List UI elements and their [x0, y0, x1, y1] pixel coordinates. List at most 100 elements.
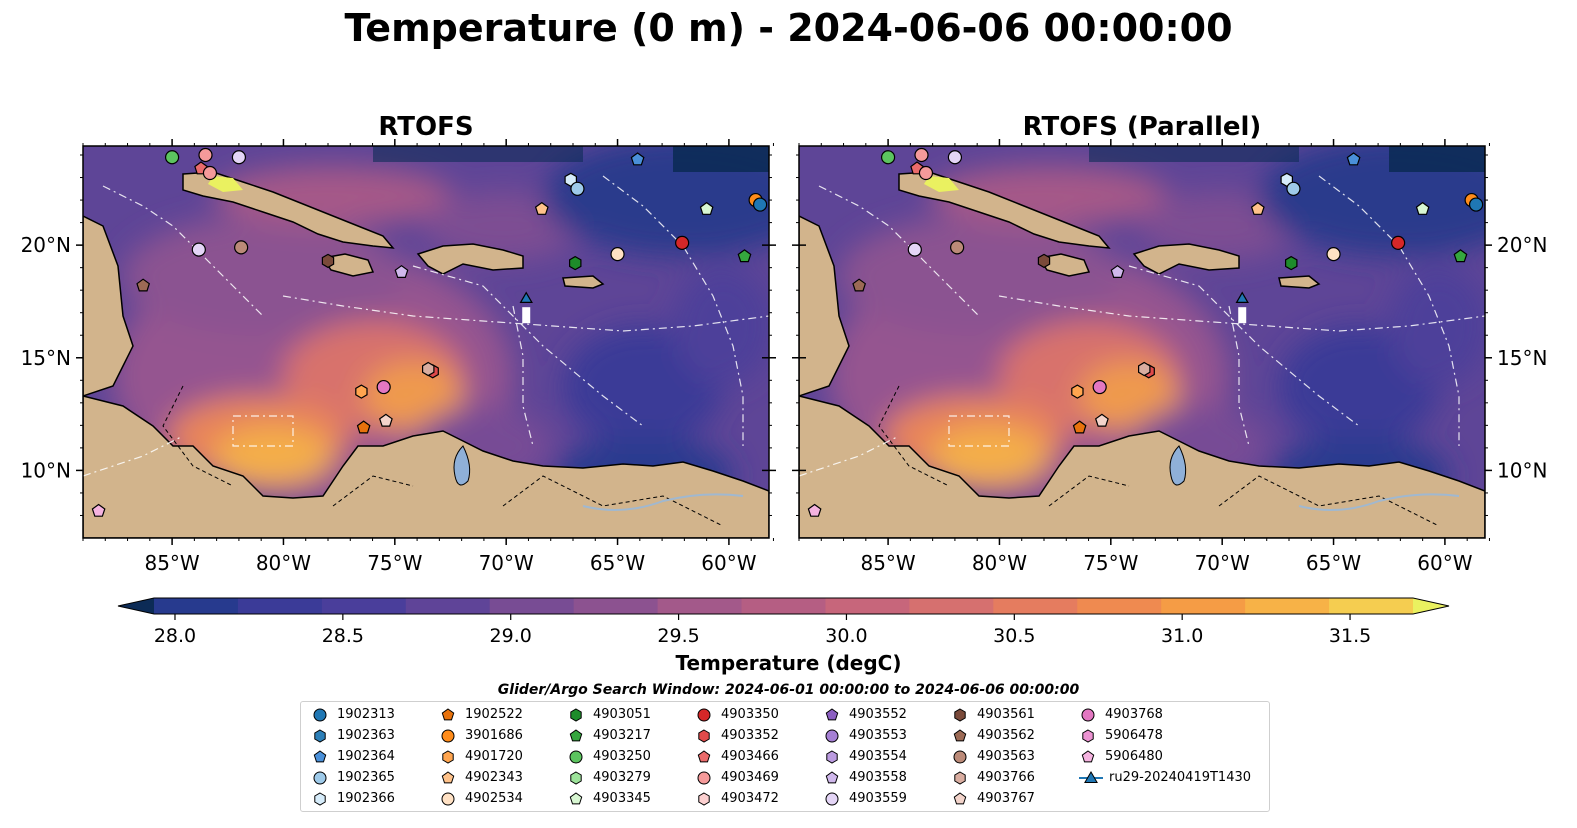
- map-marker-4901720: [1071, 384, 1084, 399]
- map-marker-4902343: [534, 201, 549, 215]
- map-marker-4903563: [234, 240, 249, 255]
- legend-label: 1902313: [337, 707, 395, 722]
- pentagon-marker-icon: [441, 708, 455, 721]
- pentagon-marker-icon: [569, 729, 583, 742]
- map-marker-4903558: [394, 264, 409, 278]
- map-marker-1902365: [1286, 181, 1301, 196]
- x-tick-label: 85°W: [860, 551, 915, 575]
- map-marker-4903562: [852, 278, 867, 292]
- colorbar: 28.0 28.5 29.0 29.5 30.0 30.5 31.0 31.5: [117, 597, 1450, 647]
- map-marker-4902534: [1326, 247, 1341, 262]
- triangle-marker-icon: [1079, 771, 1103, 783]
- colorbar-band: [405, 598, 491, 614]
- pentagon-marker-icon: [697, 750, 711, 763]
- x-tick-label: 80°W: [972, 551, 1027, 575]
- pentagon-marker-icon: [313, 750, 327, 763]
- hexagon-marker-icon: [314, 792, 326, 806]
- legend-label: 4903350: [721, 707, 779, 722]
- map-marker-1902365: [570, 181, 585, 196]
- legend-label: ru29-20240419T1430: [1109, 770, 1252, 785]
- legend-label: 1902366: [337, 791, 395, 806]
- search-window-text: Glider/Argo Search Window: 2024-06-01 00…: [497, 682, 1080, 698]
- map-marker-4903766: [422, 361, 435, 377]
- circle-marker-icon: [1081, 708, 1095, 722]
- map-marker-4903559: [191, 242, 206, 257]
- colorbar-label: Temperature (degC): [675, 651, 902, 675]
- colorbar-band: [909, 598, 994, 614]
- map-marker-4903350: [675, 235, 690, 250]
- legend-label: 4903561: [977, 707, 1035, 722]
- colorbar-band: [1161, 598, 1246, 614]
- x-tick-label: 85°W: [144, 551, 199, 575]
- circle-marker-icon: [313, 771, 327, 785]
- legend-label: 4903217: [593, 728, 651, 743]
- legend-label: 4903554: [849, 749, 907, 764]
- pentagon-marker-icon: [825, 708, 839, 721]
- map-marker-ru29-20240419T1430: [1235, 291, 1249, 303]
- colorbar-tick-label: 30.0: [825, 625, 867, 647]
- pentagon-marker-icon: [441, 771, 455, 784]
- legend-label: 4902534: [465, 791, 523, 806]
- axis-ticks: 85°W 80°W 75°W 70°W 65°W 60°W 85°W 80°W 75°W 70°W…: [21, 139, 1547, 575]
- x-tick-label: 70°W: [479, 551, 534, 575]
- circle-marker-icon: [313, 708, 327, 722]
- legend-label: 4903559: [849, 791, 907, 806]
- hexagon-marker-icon: [570, 708, 582, 722]
- legend-label: 4903472: [721, 791, 779, 806]
- legend-label: 4903766: [977, 770, 1035, 785]
- legend-label: 4903552: [849, 707, 907, 722]
- colorbar-band: [993, 598, 1078, 614]
- legend-label: 4903352: [721, 728, 779, 743]
- map-marker-ru29-20240419T1430: [519, 291, 533, 303]
- map-marker-4903562: [136, 278, 151, 292]
- hexagon-marker-icon: [442, 750, 454, 764]
- legend-label: 1902365: [337, 770, 395, 785]
- map-marker-4902534: [610, 247, 625, 262]
- legend-label: 4903469: [721, 770, 779, 785]
- colorbar-tick-label: 29.0: [490, 625, 532, 647]
- circle-marker-icon: [441, 792, 455, 806]
- map-marker-4903561: [1037, 253, 1051, 269]
- colorbar-band: [321, 598, 407, 614]
- hexagon-marker-icon: [698, 792, 710, 806]
- hexagon-marker-icon: [826, 750, 838, 764]
- map-marker-4903469: [918, 165, 934, 181]
- map-marker-4903051: [568, 255, 582, 271]
- hexagon-marker-icon: [570, 771, 582, 785]
- map-marker-5906480: [91, 503, 106, 517]
- legend: 1902313 1902363 1902364 1902365 1902366 19025…: [300, 701, 1270, 812]
- y-tick-label-right: 15°N: [1497, 346, 1547, 370]
- map-marker-4903250: [880, 150, 896, 165]
- circle-marker-icon: [825, 729, 839, 743]
- legend-label: 4903051: [593, 707, 651, 722]
- y-tick-label-right: 10°N: [1497, 458, 1547, 482]
- legend-label: 4903768: [1105, 707, 1163, 722]
- colorbar-band: [657, 598, 743, 614]
- colorbar-tick-label: 29.5: [657, 625, 699, 647]
- x-tick-label: 60°W: [701, 551, 756, 575]
- pentagon-marker-icon: [1081, 750, 1095, 763]
- circle-marker-icon: [825, 792, 839, 806]
- circle-marker-icon: [569, 750, 583, 764]
- hexagon-marker-icon: [698, 729, 710, 743]
- x-tick-label: 65°W: [1306, 551, 1361, 575]
- map-marker-4903469: [202, 165, 218, 181]
- hexagon-marker-icon: [1082, 729, 1094, 743]
- map-marker-1902364: [1346, 152, 1361, 166]
- x-tick-label: 70°W: [1195, 551, 1250, 575]
- colorbar-band: [825, 598, 910, 614]
- pentagon-marker-icon: [825, 771, 839, 784]
- panel-title-rtofs: RTOFS: [378, 112, 474, 142]
- legend-label: 4903250: [593, 749, 651, 764]
- legend-label: 3901686: [465, 728, 523, 743]
- colorbar-band: [573, 598, 659, 614]
- legend-label: 4903767: [977, 791, 1035, 806]
- x-tick-label: 65°W: [590, 551, 645, 575]
- legend-label: 4902343: [465, 770, 523, 785]
- colorbar-min-extend: [118, 598, 154, 614]
- hexagon-marker-icon: [314, 729, 326, 743]
- map-marker-4903559: [231, 150, 247, 165]
- circle-marker-icon: [697, 771, 711, 785]
- legend-label: 4903466: [721, 749, 779, 764]
